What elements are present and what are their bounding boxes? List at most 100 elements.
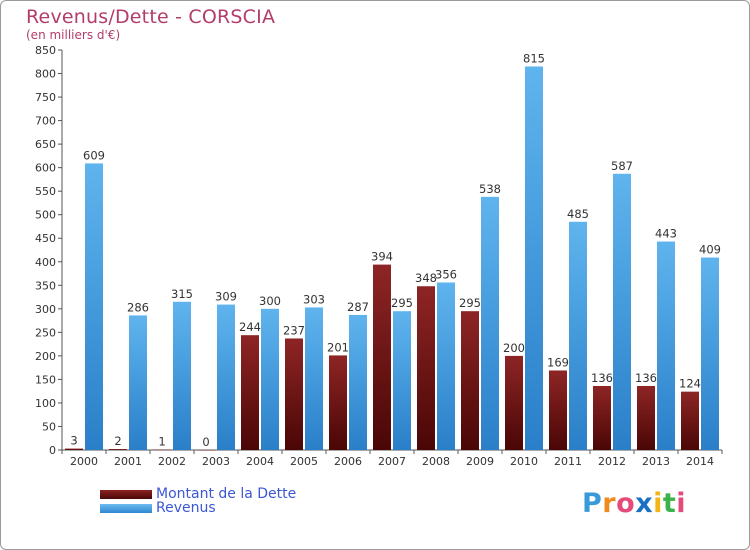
data-label-dette: 0 [202, 435, 209, 449]
y-tick-label: 100 [35, 397, 56, 410]
data-label-revenus: 303 [303, 292, 325, 306]
x-tick-label: 2009 [466, 455, 494, 468]
bar-revenus [701, 257, 719, 450]
bar-revenus [613, 173, 631, 450]
data-label-dette: 295 [459, 296, 481, 310]
proxiti-logo: Proxiti [582, 488, 686, 519]
bar-revenus [217, 304, 235, 450]
bar-revenus [305, 307, 323, 450]
data-label-dette: 200 [503, 341, 525, 355]
x-tick-label: 2003 [202, 455, 230, 468]
legend-item-revenus: Revenus [100, 500, 400, 516]
x-tick-label: 2006 [334, 455, 362, 468]
x-tick-label: 2002 [158, 455, 186, 468]
data-label-dette: 348 [415, 271, 437, 285]
y-tick-label: 450 [35, 232, 56, 245]
y-tick-label: 700 [35, 115, 56, 128]
y-tick-label: 300 [35, 303, 56, 316]
legend-item-dette: Montant de la Dette [100, 486, 400, 502]
data-label-dette: 394 [371, 250, 393, 264]
data-label-dette: 2 [114, 434, 121, 448]
bar-dette [549, 370, 567, 450]
data-label-dette: 124 [679, 377, 701, 391]
bar-dette [329, 355, 347, 450]
y-tick-label: 250 [35, 326, 56, 339]
y-tick-label: 550 [35, 185, 56, 198]
bar-revenus [349, 314, 367, 450]
x-tick-label: 2004 [246, 455, 274, 468]
x-tick-label: 2013 [642, 455, 670, 468]
bar-dette [417, 286, 435, 450]
x-tick-label: 2010 [510, 455, 538, 468]
data-label-dette: 244 [239, 320, 261, 334]
logo-letter: t [662, 488, 677, 519]
x-tick-label: 2001 [114, 455, 142, 468]
x-tick-label: 2012 [598, 455, 626, 468]
legend-swatch-revenus [100, 504, 152, 513]
data-label-revenus: 315 [171, 287, 193, 301]
y-tick-label: 200 [35, 350, 56, 363]
chart-title: Revenus/Dette - CORSCIA [26, 6, 276, 28]
logo-letter: i [653, 488, 663, 519]
bar-revenus [657, 241, 675, 450]
logo-letter: x [635, 488, 654, 519]
data-label-revenus: 309 [215, 290, 237, 304]
y-tick-label: 650 [35, 138, 56, 151]
data-label-revenus: 587 [611, 159, 633, 173]
bar-revenus [129, 315, 147, 450]
bar-dette [461, 311, 479, 450]
bar-dette [637, 386, 655, 450]
data-label-revenus: 409 [699, 243, 721, 257]
data-label-dette: 1 [158, 435, 165, 449]
data-label-revenus: 356 [435, 267, 457, 281]
bar-revenus [437, 282, 455, 450]
bar-revenus [393, 311, 411, 450]
bar-dette [109, 449, 127, 450]
bar-dette [153, 449, 171, 451]
y-tick-label: 800 [35, 68, 56, 81]
x-tick-label: 2014 [686, 455, 714, 468]
data-label-revenus: 286 [127, 300, 149, 314]
legend-swatch-dette [100, 490, 152, 499]
y-tick-label: 750 [35, 91, 56, 104]
legend-label-dette: Montant de la Dette [156, 486, 297, 502]
x-tick-label: 2005 [290, 455, 318, 468]
bar-dette [65, 448, 83, 450]
bar-dette [505, 355, 523, 450]
data-label-revenus: 485 [567, 207, 589, 221]
bar-dette [285, 338, 303, 450]
data-label-revenus: 287 [347, 300, 369, 314]
bar-dette [373, 264, 391, 450]
bar-revenus [85, 163, 103, 451]
y-tick-label: 50 [42, 420, 56, 433]
x-tick-label: 2011 [554, 455, 582, 468]
data-label-revenus: 609 [83, 148, 105, 162]
y-tick-label: 0 [49, 444, 56, 457]
data-label-dette: 3 [70, 434, 77, 448]
data-label-dette: 136 [635, 371, 657, 385]
y-tick-label: 400 [35, 256, 56, 269]
x-tick-label: 2007 [378, 455, 406, 468]
chart-subtitle: (en milliers d'€) [26, 28, 121, 42]
y-tick-label: 350 [35, 279, 56, 292]
bar-revenus [261, 308, 279, 450]
x-tick-label: 2000 [70, 455, 98, 468]
bar-revenus [173, 301, 191, 450]
data-label-revenus: 443 [655, 227, 677, 241]
bar-dette [681, 391, 699, 450]
data-label-dette: 237 [283, 323, 305, 337]
bar-dette [241, 335, 259, 450]
logo-letter: r [602, 488, 617, 519]
y-tick-label: 500 [35, 209, 56, 222]
data-label-dette: 201 [327, 340, 349, 354]
logo-letter: P [582, 488, 603, 519]
legend-label-revenus: Revenus [156, 500, 216, 516]
logo-letter: i [676, 488, 687, 519]
data-label-dette: 169 [547, 355, 569, 369]
x-tick-label: 2008 [422, 455, 450, 468]
data-label-revenus: 300 [259, 294, 281, 308]
bar-revenus [569, 221, 587, 450]
bar-dette [593, 386, 611, 450]
data-label-revenus: 815 [523, 51, 545, 65]
